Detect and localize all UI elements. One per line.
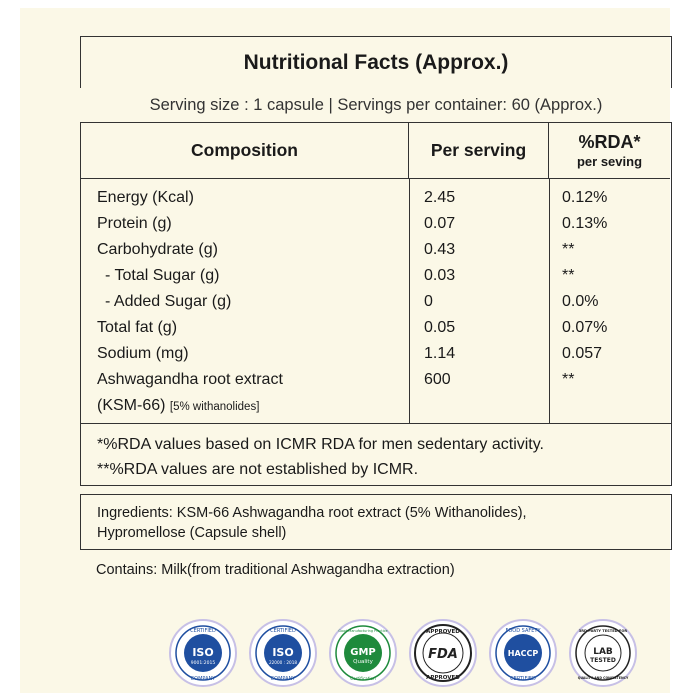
table-row: - Added Sugar (g) 0 0.0% xyxy=(105,293,599,310)
svg-text:GMP: GMP xyxy=(350,647,376,658)
footnotes: *%RDA values based on ICMR RDA for men s… xyxy=(80,424,672,486)
svg-text:ISO: ISO xyxy=(192,646,213,659)
title-box: Nutritional Facts (Approx.) xyxy=(80,36,672,88)
allergen-info: Contains: Milk(from traditional Ashwagan… xyxy=(96,562,455,578)
gmp-quality-icon: Good Manufacturing Practice GMP Quality … xyxy=(329,619,397,687)
table-row: Sodium (mg) 1.14 0.057 xyxy=(97,345,603,362)
svg-text:QUALITY AND CONSISTENCY: QUALITY AND CONSISTENCY xyxy=(578,676,629,680)
certification-badges: CERTIFIED ISO 9001:2015 COMPANY CERTIFIE… xyxy=(168,618,638,688)
table-row: Protein (g) 0.07 0.13% xyxy=(97,215,608,232)
header-composition: Composition xyxy=(81,123,409,179)
svg-text:Certification: Certification xyxy=(350,676,376,681)
svg-text:CERTIFIED: CERTIFIED xyxy=(510,676,536,682)
table-row: Ashwagandha root extract 600 ** xyxy=(97,371,575,388)
table-row: Energy (Kcal) 2.45 0.12% xyxy=(97,189,608,206)
svg-text:APPROVED: APPROVED xyxy=(426,675,460,681)
column-divider xyxy=(549,179,550,423)
svg-text:TESTED: TESTED xyxy=(590,657,616,664)
svg-text:COMPANY: COMPANY xyxy=(271,676,297,682)
table-row: (KSM-66) [5% withanolides] xyxy=(81,397,671,423)
ingredients: Ingredients: KSM-66 Ashwagandha root ext… xyxy=(80,494,672,550)
table-row: Carbohydrate (g) 0.43 ** xyxy=(97,241,575,258)
column-divider xyxy=(409,179,410,423)
nutrition-table: Composition Per serving %RDA* per seving… xyxy=(80,122,672,424)
table-row: - Total Sugar (g) 0.03 ** xyxy=(105,267,575,284)
header-per-serving: Per serving xyxy=(409,123,549,179)
footnote: **%RDA values are not established by ICM… xyxy=(97,461,419,478)
label-panel: Nutritional Facts (Approx.) Serving size… xyxy=(20,8,672,693)
serving-info: Serving size : 1 capsule | Servings per … xyxy=(149,95,603,114)
svg-text:22000 : 2018: 22000 : 2018 xyxy=(269,660,297,665)
ingredients-line: Ingredients: KSM-66 Ashwagandha root ext… xyxy=(97,505,527,521)
svg-text:CERTIFIED: CERTIFIED xyxy=(190,628,216,634)
svg-text:COMPANY: COMPANY xyxy=(191,676,217,682)
fda-approved-icon: APPROVED FDA APPROVED xyxy=(409,619,477,687)
page-title: Nutritional Facts (Approx.) xyxy=(243,50,509,74)
lab-tested-icon: 3RD PARTY TESTED FOR LAB TESTED QUALITY … xyxy=(569,619,637,687)
svg-text:3RD PARTY TESTED FOR: 3RD PARTY TESTED FOR xyxy=(579,629,628,633)
svg-text:HACCP: HACCP xyxy=(508,649,539,658)
svg-text:FDA: FDA xyxy=(428,647,458,662)
haccp-icon: FOOD SAFETY HACCP CERTIFIED xyxy=(489,619,557,687)
svg-text:9001:2015: 9001:2015 xyxy=(191,660,216,666)
iso-22000-icon: CERTIFIED ISO 22000 : 2018 COMPANY xyxy=(249,619,317,687)
extract-code: (KSM-66) xyxy=(97,397,166,414)
svg-text:Good Manufacturing Practice: Good Manufacturing Practice xyxy=(338,629,387,633)
svg-text:Quality: Quality xyxy=(353,659,373,665)
svg-text:FOOD SAFETY: FOOD SAFETY xyxy=(505,628,541,634)
svg-text:APPROVED: APPROVED xyxy=(426,629,460,635)
svg-text:ISO: ISO xyxy=(272,646,293,659)
extract-note: [5% withanolides] xyxy=(169,401,260,413)
footnote: *%RDA values based on ICMR RDA for men s… xyxy=(97,436,544,453)
svg-text:CERTIFIED: CERTIFIED xyxy=(270,628,296,634)
iso-9001-icon: CERTIFIED ISO 9001:2015 COMPANY xyxy=(169,619,237,687)
table-row: Total fat (g) 0.05 0.07% xyxy=(97,319,608,336)
ingredients-line: Hypromellose (Capsule shell) xyxy=(97,525,287,541)
header-rda: %RDA* per seving xyxy=(549,123,670,179)
svg-text:LAB: LAB xyxy=(593,647,613,657)
